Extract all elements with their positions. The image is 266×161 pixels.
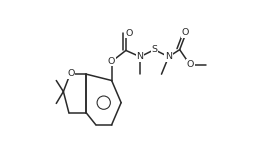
Text: O: O (67, 69, 74, 78)
Text: N: N (165, 52, 172, 61)
Text: O: O (125, 28, 132, 38)
Text: O: O (187, 60, 194, 69)
Text: N: N (137, 52, 144, 61)
Text: S: S (151, 45, 157, 54)
Text: O: O (108, 57, 115, 66)
Text: O: O (181, 28, 189, 37)
